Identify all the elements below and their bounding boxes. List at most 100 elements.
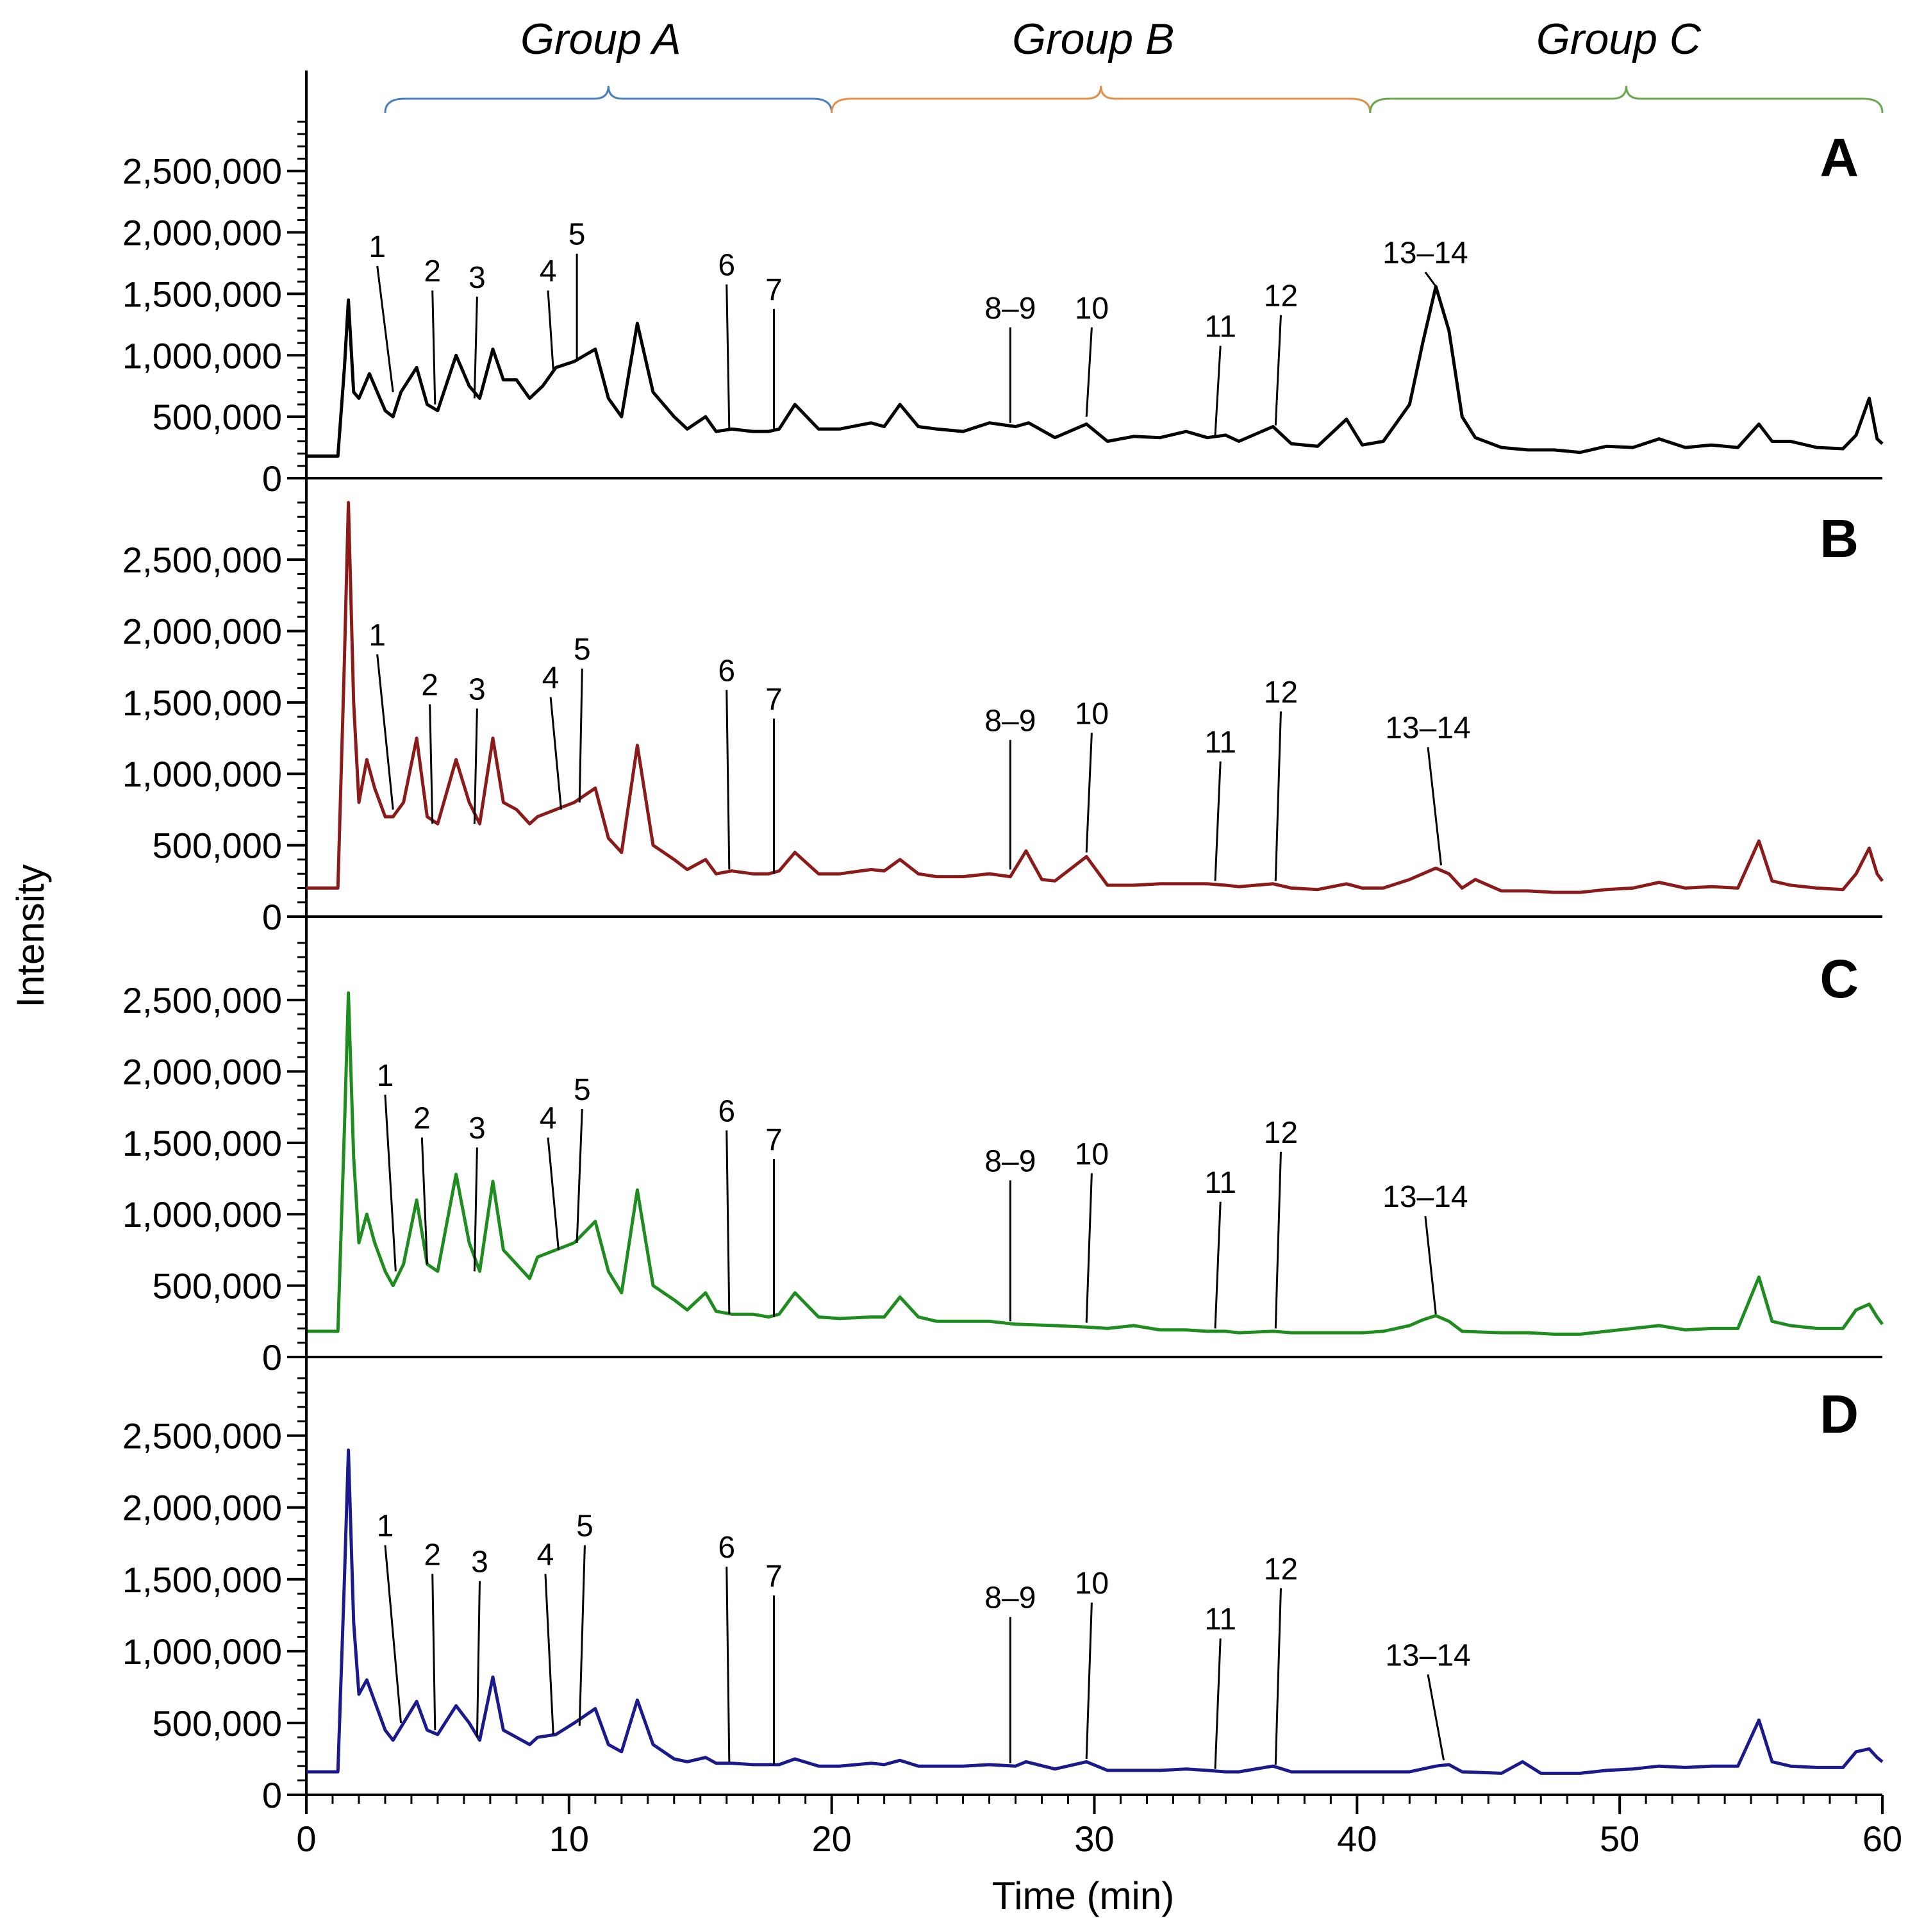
group-bracket <box>384 85 833 113</box>
peak-label: 5 <box>576 1510 593 1544</box>
peak-label: 13–14 <box>1382 1180 1468 1214</box>
peak-label: 13–14 <box>1382 236 1468 270</box>
x-axis-title: Time (min) <box>992 1874 1174 1917</box>
peak-leader-line <box>1274 1588 1282 1765</box>
peak-label: 10 <box>1075 697 1109 731</box>
panel-letter: D <box>1820 1384 1859 1444</box>
peak-leader-line <box>1085 1603 1093 1760</box>
peak-leader-line <box>476 1581 481 1738</box>
x-tick-label: 10 <box>549 1819 589 1859</box>
peak-leader-line <box>547 290 554 371</box>
peak-label: 4 <box>540 254 557 288</box>
peak-label: 6 <box>718 654 735 688</box>
peak-label: 7 <box>765 683 783 717</box>
x-axis: 0 10 20 30 40 50 60 <box>296 1795 1902 1859</box>
y-tick-label: 1,500,000 <box>122 274 282 314</box>
peak-label: 8–9 <box>984 1144 1036 1178</box>
panel-b: 0 500,000 1,000,000 1,500,000 2,000,000 2,500… <box>122 451 1884 937</box>
panel-a: 0 500,000 1,000,000 1,500,000 2,000,000 2,500… <box>122 71 1884 499</box>
y-tick-label: 1,500,000 <box>122 1560 282 1600</box>
peak-label: 12 <box>1264 676 1298 710</box>
peak-label: 8–9 <box>984 1581 1036 1615</box>
peak-label: 12 <box>1264 1116 1298 1150</box>
peak-label: 1 <box>377 1510 394 1544</box>
peak-leader-line <box>1427 747 1442 865</box>
trace-c <box>306 991 1884 1336</box>
peak-label: 3 <box>469 261 486 295</box>
peak-leader-line <box>1427 1674 1445 1761</box>
peak-label: 4 <box>537 1538 554 1572</box>
peak-label: 11 <box>1204 1166 1236 1200</box>
peak-leader-line <box>376 265 394 392</box>
y-tick-label: 0 <box>262 897 282 937</box>
peak-label: 13–14 <box>1385 712 1470 745</box>
x-tick-label: 20 <box>812 1819 852 1859</box>
panel-c: 0 500,000 1,000,000 1,500,000 2,000,000 2,500… <box>122 892 1884 1378</box>
peak-label: 5 <box>574 1073 591 1107</box>
peak-label: 2 <box>413 1102 431 1136</box>
y-tick-label: 0 <box>262 1775 282 1815</box>
x-tick-label: 60 <box>1862 1819 1902 1859</box>
y-tick-label: 2,500,000 <box>122 151 282 192</box>
x-tick-label: 0 <box>296 1819 316 1859</box>
peak-label: 11 <box>1204 310 1236 344</box>
peak-leader-line <box>431 1574 436 1731</box>
y-axis-title: Intensity <box>9 864 52 1007</box>
peak-leader-line <box>726 1567 731 1762</box>
y-tick-label: 500,000 <box>153 826 282 866</box>
peak-label: 3 <box>471 1545 488 1579</box>
peak-leader-line <box>473 708 478 824</box>
peak-label: 11 <box>1204 1603 1236 1636</box>
y-tick-label: 2,500,000 <box>122 1416 282 1456</box>
peak-label: 7 <box>765 273 783 307</box>
peak-label: 12 <box>1264 1553 1298 1586</box>
group-label: Group C <box>1536 15 1702 63</box>
peak-leader-line <box>547 1137 560 1251</box>
y-tick-label: 2,000,000 <box>122 1488 282 1528</box>
peak-leader-line <box>1085 1173 1093 1323</box>
peak-leader-line <box>578 669 583 803</box>
peak-leader-line <box>384 1094 397 1272</box>
trace-d <box>306 1448 1884 1775</box>
peak-leader-line <box>384 1545 402 1724</box>
y-tick-label: 1,500,000 <box>122 683 282 723</box>
peak-leader-line <box>576 1108 583 1243</box>
y-tick-label: 2,000,000 <box>122 213 282 253</box>
peak-leader-line <box>1424 271 1437 287</box>
peak-label: 11 <box>1204 726 1236 760</box>
peak-label: 5 <box>574 633 591 667</box>
y-tick-label: 500,000 <box>153 1703 282 1744</box>
peak-label: 1 <box>369 230 386 264</box>
chromatogram-panels: 0 500,000 1,000,000 1,500,000 2,000,000 2,500… <box>122 71 1884 1815</box>
peak-leader-line <box>544 1574 554 1735</box>
y-tick-label: 1,000,000 <box>122 335 282 376</box>
panel-letter: A <box>1820 128 1859 188</box>
y-tick-label: 1,000,000 <box>122 1194 282 1235</box>
group-label: Group A <box>520 15 681 63</box>
peak-label: 5 <box>568 218 586 252</box>
x-tick-label: 50 <box>1600 1819 1639 1859</box>
trace-a <box>306 285 1884 458</box>
peak-leader-line <box>1214 1638 1222 1769</box>
panel-d: 0 500,000 1,000,000 1,500,000 2,000,000 2,500… <box>122 1327 1884 1815</box>
peak-leader-line <box>420 1137 429 1265</box>
peak-leader-line <box>1085 327 1093 417</box>
x-tick-label: 40 <box>1337 1819 1377 1859</box>
peak-label: 4 <box>542 662 560 695</box>
peak-leader-line <box>1274 1151 1282 1329</box>
peak-label: 12 <box>1264 279 1298 313</box>
y-tick-label: 2,000,000 <box>122 611 282 651</box>
y-tick-label: 2,500,000 <box>122 540 282 580</box>
peak-leader-line <box>376 654 394 810</box>
peak-leader-line <box>1214 1201 1222 1329</box>
group-brackets: Group A Group B Group C <box>384 15 1884 113</box>
group-bracket <box>831 85 1372 113</box>
peak-label: 8–9 <box>984 704 1036 738</box>
peak-label: 2 <box>424 254 441 288</box>
peak-label: 10 <box>1075 1567 1109 1601</box>
group-bracket <box>1369 85 1884 113</box>
peak-leader-line <box>578 1545 586 1726</box>
peak-label: 2 <box>424 1538 441 1572</box>
